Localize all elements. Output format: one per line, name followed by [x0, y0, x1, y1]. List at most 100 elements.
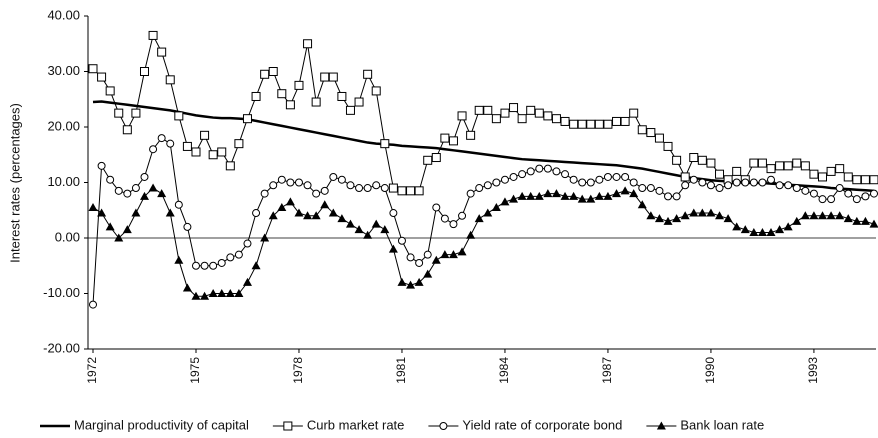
data-point: [208, 289, 218, 297]
data-point: [165, 208, 175, 217]
data-point: [88, 64, 98, 74]
data-point: [569, 119, 579, 129]
data-point: [784, 181, 793, 190]
data-point: [835, 211, 845, 220]
data-point: [415, 258, 424, 267]
data-point: [706, 208, 716, 217]
x-tick-label: 1981: [394, 357, 408, 384]
data-point: [578, 178, 587, 187]
data-point: [448, 250, 458, 259]
data-point: [577, 119, 587, 129]
y-tick-label: 10.00: [47, 174, 80, 189]
data-point: [483, 181, 492, 190]
data-point: [466, 130, 476, 140]
data-point: [526, 167, 535, 176]
data-point: [174, 200, 183, 209]
data-point: [749, 178, 758, 187]
data-point: [741, 178, 750, 187]
data-point: [517, 114, 527, 124]
data-point: [354, 97, 364, 107]
data-point: [483, 208, 493, 217]
data-point: [97, 208, 107, 217]
data-point: [783, 222, 793, 231]
data-point: [551, 114, 561, 124]
data-point: [629, 189, 639, 198]
data-point: [706, 158, 716, 168]
data-point: [500, 175, 509, 184]
data-point: [139, 191, 149, 200]
data-point: [397, 277, 407, 286]
data-point: [826, 211, 836, 220]
data-point: [560, 116, 570, 126]
data-point: [260, 233, 270, 242]
data-point: [526, 105, 536, 115]
x-tick-label: 1987: [600, 357, 614, 384]
data-point: [217, 258, 226, 267]
data-point: [260, 69, 270, 79]
data-point: [122, 225, 132, 234]
data-point: [311, 211, 321, 220]
data-point: [517, 191, 527, 200]
data-point: [466, 230, 476, 239]
data-point: [139, 67, 149, 76]
data-point: [723, 214, 733, 223]
data-point: [801, 186, 810, 195]
data-point: [586, 119, 596, 129]
data-point: [638, 184, 647, 193]
data-point: [114, 233, 124, 242]
series-line: [92, 100, 875, 193]
data-point: [629, 178, 638, 187]
data-point: [225, 289, 235, 297]
data-point: [698, 178, 707, 187]
data-point: [646, 128, 656, 138]
data-point: [431, 153, 441, 163]
data-point: [852, 175, 862, 185]
data-point: [406, 253, 415, 262]
data-point: [131, 208, 141, 217]
data-point: [458, 211, 467, 220]
data-point: [277, 89, 287, 99]
x-tick-label: 1990: [703, 357, 717, 384]
data-point: [243, 239, 252, 248]
y-tick-label: 40.00: [47, 7, 80, 22]
data-point: [225, 161, 235, 171]
legend-marker: [439, 422, 448, 430]
data-point: [149, 145, 158, 154]
data-point: [680, 172, 690, 182]
data-point: [474, 214, 484, 223]
data-point: [457, 111, 467, 121]
x-tick-label: 1972: [85, 357, 99, 384]
data-point: [509, 194, 519, 203]
data-point: [97, 72, 107, 82]
data-point: [388, 183, 398, 193]
data-point: [251, 261, 261, 270]
data-point: [234, 139, 244, 149]
data-point: [569, 175, 578, 184]
data-point: [827, 195, 836, 204]
data-point: [715, 184, 724, 193]
legend-label: Curb market rate: [307, 417, 405, 432]
data-point: [835, 184, 844, 193]
data-point: [800, 161, 810, 171]
data-point: [655, 186, 664, 195]
data-point: [792, 158, 802, 168]
data-point: [294, 178, 303, 187]
data-point: [311, 97, 321, 107]
data-point: [646, 211, 656, 220]
data-point: [148, 183, 158, 192]
data-point: [551, 189, 561, 198]
data-point: [423, 155, 433, 165]
data-point: [543, 164, 552, 173]
data-point: [200, 130, 210, 140]
data-point: [242, 114, 252, 124]
data-point: [328, 72, 338, 82]
data-point: [483, 105, 493, 115]
data-point: [372, 181, 381, 190]
data-point: [697, 208, 707, 217]
data-point: [363, 230, 373, 239]
data-point: [612, 172, 621, 181]
data-point: [260, 189, 269, 198]
data-point: [715, 169, 725, 179]
data-point: [818, 172, 828, 182]
